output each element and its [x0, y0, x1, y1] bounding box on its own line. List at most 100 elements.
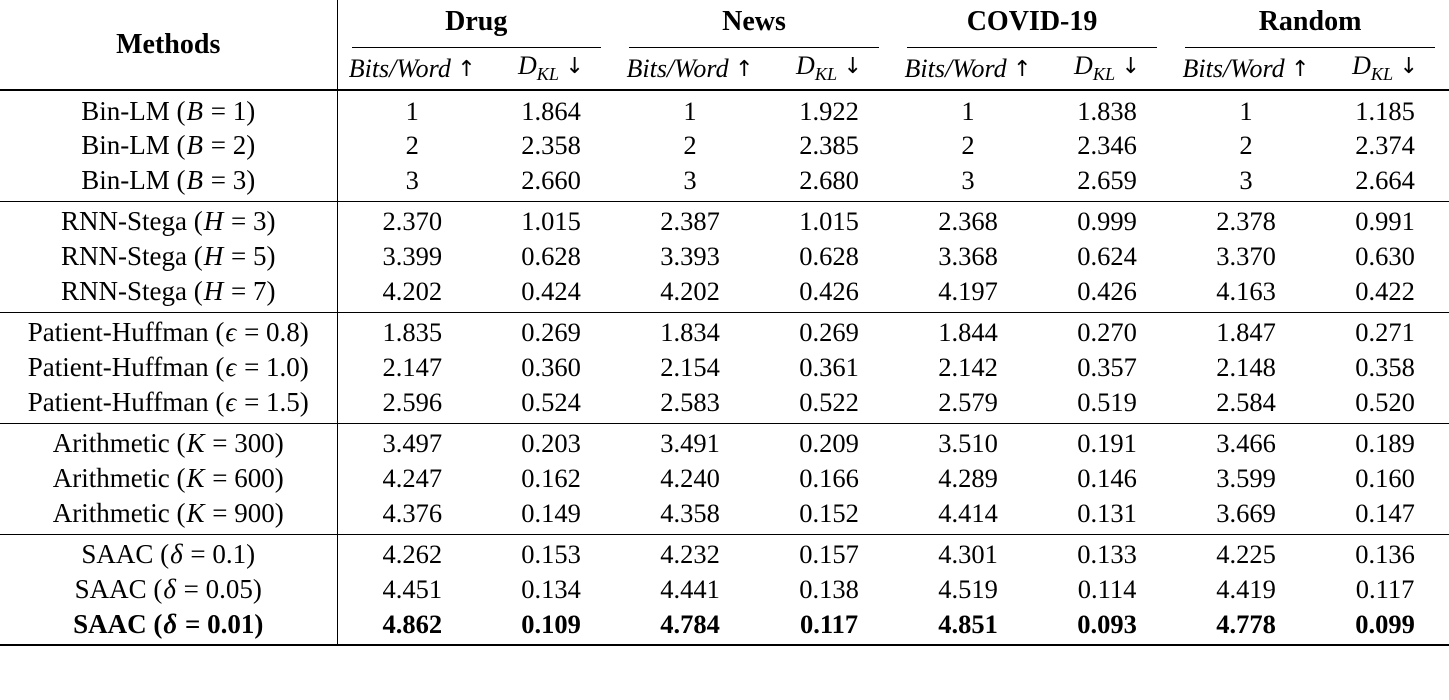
- value-cell: 1.844: [938, 317, 998, 348]
- value-cell: 0.099: [1355, 608, 1415, 639]
- table-row: SAAC (δ = 0.05) 4.451 0.134 4.441 0.138 4.519…: [0, 571, 1449, 608]
- dataset-header-label: Drug: [351, 0, 602, 48]
- table-row: RNN-Stega (H = 3) 2.370 1.015 2.387 1.015 2.3…: [0, 201, 1449, 238]
- dataset-header-random: Random: [1171, 0, 1449, 48]
- value-cell: 0.114: [1077, 574, 1137, 604]
- value-cell: 0.357: [1077, 352, 1137, 382]
- bits-per-word-header: Bits/Word ↑: [1182, 53, 1310, 83]
- value-cell: 0.162: [521, 463, 581, 493]
- value-cell: 4.232: [660, 539, 720, 570]
- table-row: Arithmetic (K = 300) 3.497 0.203 3.491 0.209…: [0, 423, 1449, 460]
- value-cell: 1: [405, 95, 419, 126]
- value-cell: 0.133: [1077, 539, 1137, 570]
- value-cell: 4.289: [938, 463, 998, 493]
- method-variable: B: [186, 95, 204, 126]
- method-label: RNN-Stega (H = 7): [0, 275, 338, 312]
- method-variable: H: [203, 241, 224, 271]
- table-header: Methods Drug News COVID-19 Random Bits/Word…: [0, 0, 1449, 90]
- value-cell: 0.628: [799, 241, 859, 271]
- value-cell: 1.847: [1216, 317, 1276, 348]
- value-cell: 2: [961, 130, 975, 160]
- value-cell: 0.269: [799, 317, 859, 348]
- value-cell: 2.387: [660, 206, 720, 237]
- method-label: SAAC (δ = 0.1): [0, 534, 338, 571]
- value-cell: 4.202: [382, 275, 443, 306]
- value-cell: 0.524: [521, 386, 581, 417]
- method-group-saac: SAAC (δ = 0.1) 4.262 0.153 4.232 0.157 4.301 0…: [0, 534, 1449, 645]
- value-cell: 0.146: [1077, 463, 1137, 493]
- method-variable: ϵ: [225, 352, 237, 382]
- value-cell: 1: [683, 95, 697, 126]
- value-cell: 3.497: [382, 428, 443, 459]
- value-cell: 4.376: [382, 497, 443, 528]
- value-cell: 3: [405, 164, 419, 195]
- value-cell: 3.370: [1216, 241, 1276, 271]
- value-cell: 4.262: [382, 539, 443, 570]
- bits-per-word-header: Bits/Word ↑: [348, 53, 476, 83]
- value-cell: 4.862: [382, 608, 443, 639]
- header-group-row: Methods Drug News COVID-19 Random: [0, 0, 1449, 90]
- value-cell: 0.134: [521, 574, 581, 604]
- method-label: Bin-LM (B = 3): [0, 164, 338, 201]
- dataset-header-covid-19: COVID-19: [893, 0, 1171, 48]
- value-cell: 0.426: [1077, 275, 1137, 306]
- method-label: Patient-Huffman (ϵ = 0.8): [0, 312, 338, 349]
- value-cell: 0.093: [1077, 608, 1137, 639]
- dkl-header: DKL ↓: [796, 51, 862, 85]
- value-cell: 0.361: [799, 352, 859, 382]
- value-cell: 0.136: [1355, 539, 1415, 570]
- results-table: Methods Drug News COVID-19 Random Bits/Word…: [0, 0, 1449, 646]
- method-variable: H: [203, 275, 224, 306]
- value-cell: 4.202: [660, 275, 720, 306]
- value-cell: 2.346: [1077, 130, 1137, 160]
- value-cell: 3.368: [938, 241, 998, 271]
- dkl-header: DKL ↓: [518, 51, 584, 85]
- value-cell: 0.149: [521, 497, 581, 528]
- method-label: RNN-Stega (H = 5): [0, 238, 338, 275]
- dkl-header: DKL ↓: [1352, 51, 1419, 85]
- value-cell: 3.669: [1216, 497, 1276, 528]
- value-cell: 0.209: [799, 428, 859, 459]
- value-cell: 4.240: [660, 463, 720, 493]
- value-cell: 0.160: [1355, 463, 1415, 493]
- value-cell: 3.491: [660, 428, 720, 459]
- value-cell: 0.424: [521, 275, 581, 306]
- value-cell: 3.466: [1216, 428, 1276, 459]
- value-cell: 0.520: [1355, 386, 1415, 417]
- method-variable: B: [186, 130, 204, 160]
- value-cell: 2.596: [382, 386, 443, 417]
- value-cell: 0.166: [799, 463, 859, 493]
- method-label: RNN-Stega (H = 3): [0, 201, 338, 238]
- table-row: Patient-Huffman (ϵ = 1.5) 2.596 0.524 2.583…: [0, 386, 1449, 423]
- table-row: Bin-LM (B = 3) 3 2.660 3 2.680 3 2.659 3 2.664: [0, 164, 1449, 201]
- down-arrow-icon: ↓: [1121, 54, 1141, 80]
- method-variable: δ: [170, 539, 183, 570]
- value-cell: 4.784: [660, 608, 720, 639]
- value-cell: 2.147: [382, 352, 443, 382]
- table-row: Arithmetic (K = 900) 4.376 0.149 4.358 0.152…: [0, 497, 1449, 534]
- value-cell: 2.358: [521, 130, 581, 160]
- value-cell: 0.522: [799, 386, 859, 417]
- method-variable: δ: [163, 574, 176, 604]
- method-variable: K: [186, 463, 205, 493]
- value-cell: 2.368: [938, 206, 998, 237]
- value-cell: 0.117: [799, 608, 859, 639]
- methods-column-header: Methods: [0, 0, 338, 90]
- value-cell: 0.426: [799, 275, 859, 306]
- value-cell: 2.579: [938, 386, 998, 417]
- value-cell: 1.185: [1355, 95, 1415, 126]
- down-arrow-icon: ↓: [565, 54, 584, 80]
- up-arrow-icon: ↑: [1013, 56, 1032, 82]
- value-cell: 0.624: [1077, 241, 1137, 271]
- value-cell: 0.269: [521, 317, 581, 348]
- value-cell: 4.441: [660, 574, 720, 604]
- method-variable: ϵ: [225, 386, 237, 417]
- bits-per-word-header: Bits/Word ↑: [904, 53, 1032, 83]
- value-cell: 1.015: [799, 206, 859, 237]
- value-cell: 2.154: [660, 352, 720, 382]
- up-arrow-icon: ↑: [735, 56, 754, 82]
- method-variable: δ: [163, 608, 178, 639]
- up-arrow-icon: ↑: [457, 56, 476, 82]
- table-row: Bin-LM (B = 1) 1 1.864 1 1.922 1 1.838 1 1.185: [0, 90, 1449, 127]
- value-cell: 0.519: [1077, 386, 1137, 417]
